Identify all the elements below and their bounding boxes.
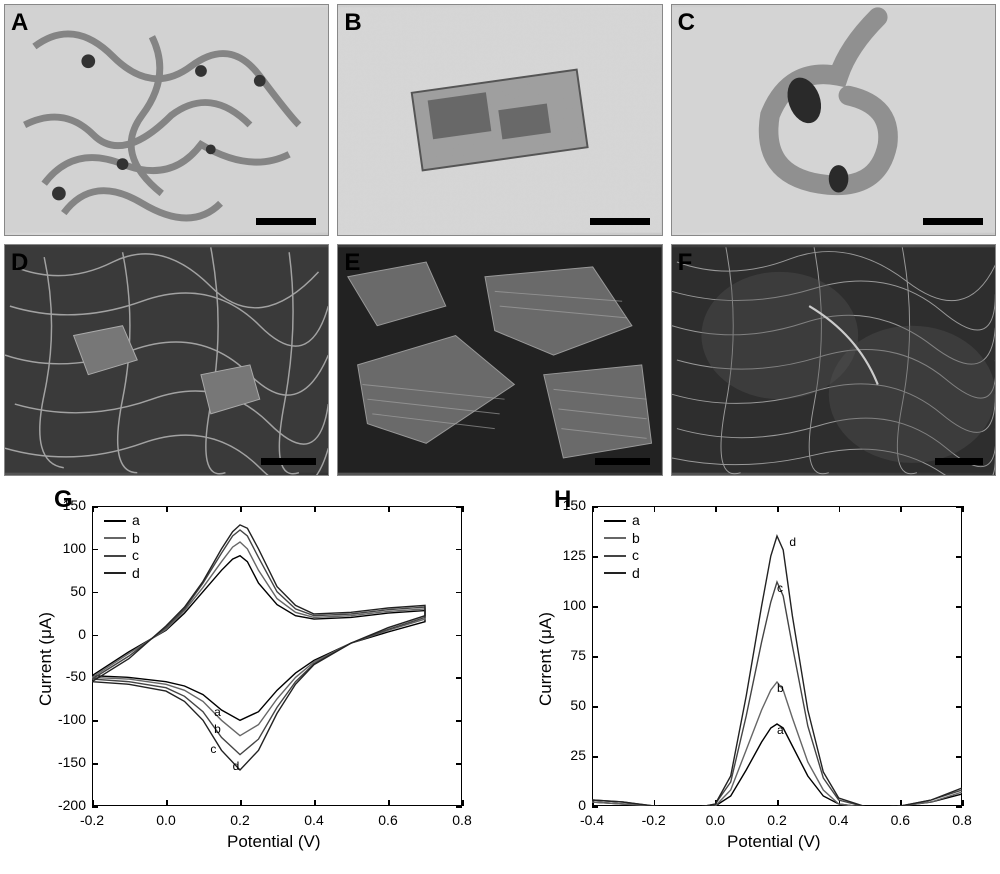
legend-row: b	[104, 530, 140, 548]
legend-row: a	[104, 512, 140, 530]
tem-image-B	[338, 5, 661, 235]
panel-label-G: G	[54, 486, 73, 514]
legend-label: a	[632, 512, 640, 530]
legend: abcd	[604, 512, 640, 582]
panel-H: H 0255075100125150-0.4-0.20.00.20.40.60.…	[504, 484, 996, 870]
series-b	[92, 542, 425, 736]
legend-row: d	[104, 565, 140, 583]
panel-D: D	[4, 244, 329, 476]
panel-label-F: F	[678, 249, 693, 277]
inline-series-label: a	[777, 723, 784, 737]
inline-series-label: b	[214, 722, 221, 736]
chart-row: G -200-150-100-50050100150-0.20.00.20.40…	[0, 480, 1000, 874]
legend-label: b	[632, 530, 640, 548]
series-a	[92, 556, 425, 721]
legend-swatch	[104, 555, 126, 557]
legend-label: b	[132, 530, 140, 548]
chart-svg: abcd	[504, 484, 996, 870]
legend-swatch	[104, 572, 126, 574]
panel-E: E	[337, 244, 662, 476]
inline-series-label: b	[777, 681, 784, 695]
inline-series-label: a	[214, 705, 221, 719]
legend-swatch	[604, 520, 626, 522]
scalebar-D	[261, 458, 316, 465]
tem-image-C	[672, 5, 995, 235]
legend-swatch	[104, 520, 126, 522]
panel-label-H: H	[554, 486, 571, 514]
inline-series-label: d	[789, 535, 796, 549]
panel-label-A: A	[11, 9, 28, 37]
panel-C: C	[671, 4, 996, 236]
series-d	[92, 525, 425, 770]
panel-label-C: C	[678, 9, 695, 37]
scalebar-E	[595, 458, 650, 465]
legend-swatch	[604, 537, 626, 539]
series-d	[592, 536, 962, 810]
legend-label: c	[632, 547, 639, 565]
legend: abcd	[104, 512, 140, 582]
panel-F: F	[671, 244, 996, 476]
series-c	[592, 582, 962, 810]
panel-A: A	[4, 4, 329, 236]
legend-swatch	[604, 555, 626, 557]
panel-label-B: B	[344, 9, 361, 37]
legend-row: d	[604, 565, 640, 583]
scalebar-A	[256, 218, 316, 225]
scalebar-C	[923, 218, 983, 225]
figure-grid: A B	[0, 0, 1000, 874]
legend-label: d	[132, 565, 140, 583]
legend-label: c	[132, 547, 139, 565]
legend-swatch	[604, 572, 626, 574]
legend-row: a	[604, 512, 640, 530]
series-c	[92, 530, 425, 755]
legend-row: b	[604, 530, 640, 548]
legend-row: c	[104, 547, 140, 565]
legend-label: d	[632, 565, 640, 583]
panel-label-E: E	[344, 249, 360, 277]
inline-series-label: c	[210, 742, 216, 756]
tem-image-A	[5, 5, 328, 235]
sem-image-F	[672, 245, 995, 475]
inline-series-label: c	[777, 581, 783, 595]
sem-image-D	[5, 245, 328, 475]
scalebar-F	[935, 458, 983, 465]
panel-B: B	[337, 4, 662, 236]
panel-label-D: D	[11, 249, 28, 277]
series-b	[592, 682, 962, 810]
legend-label: a	[132, 512, 140, 530]
chart-svg: abcd	[4, 484, 496, 870]
legend-row: c	[604, 547, 640, 565]
sem-image-E	[338, 245, 661, 475]
inline-series-label: d	[233, 759, 240, 773]
scalebar-B	[590, 218, 650, 225]
legend-swatch	[104, 537, 126, 539]
panel-G: G -200-150-100-50050100150-0.20.00.20.40…	[4, 484, 496, 870]
